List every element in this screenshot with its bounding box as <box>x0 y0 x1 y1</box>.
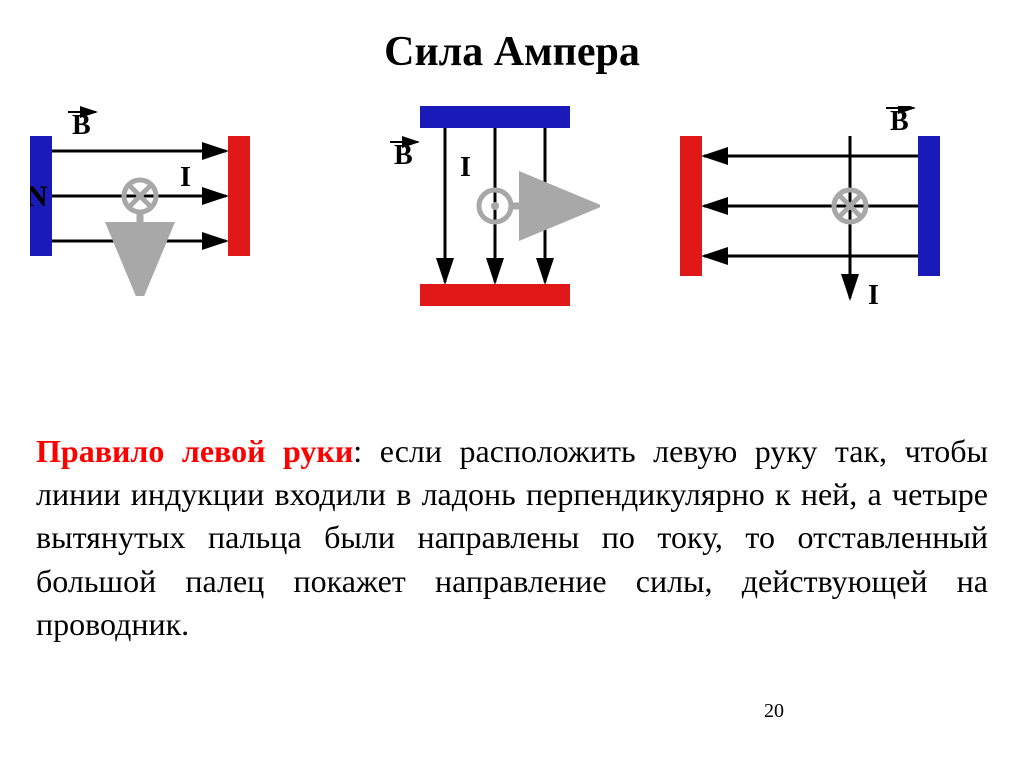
diagram-3-svg: B I <box>680 106 950 316</box>
svg-text:I: I <box>868 280 879 311</box>
rule-label: Правило левой руки <box>36 433 353 469</box>
page-title: Сила Ампера <box>0 0 1024 76</box>
diagram-3: B I <box>680 106 950 326</box>
svg-text:I: I <box>180 162 191 193</box>
diagram-1-svg: B I N S <box>30 106 250 296</box>
svg-text:N: N <box>30 180 48 213</box>
svg-text:B: B <box>394 140 413 171</box>
page-number: 20 <box>764 700 784 723</box>
svg-text:I: I <box>460 152 471 183</box>
svg-text:B: B <box>72 110 91 141</box>
diagram-2: B I <box>390 106 590 326</box>
rule-text-block: Правило левой руки: если расположить лев… <box>36 430 988 646</box>
diagram-2-svg: B I <box>390 106 600 316</box>
diagrams-row: B I N S <box>0 106 1024 406</box>
diagram-1: B I N S <box>30 106 250 286</box>
svg-text:B: B <box>890 106 909 137</box>
